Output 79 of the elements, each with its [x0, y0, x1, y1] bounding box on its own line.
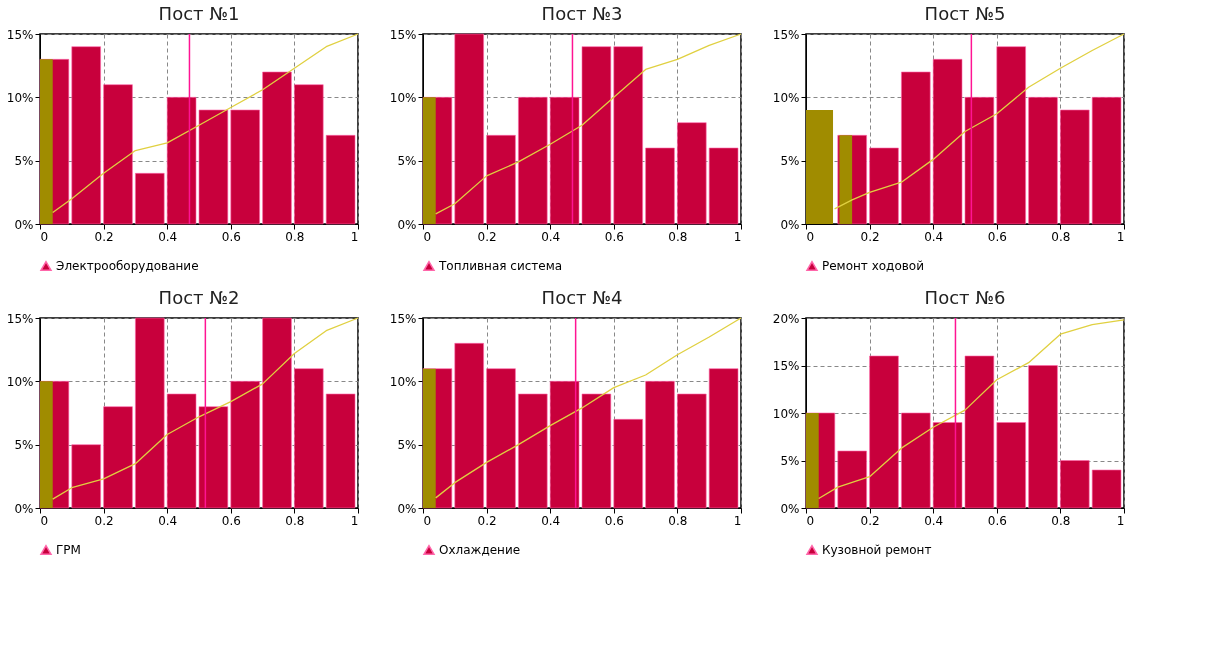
y-tick-label: 10%: [389, 90, 417, 105]
x-tick-label: 0.6: [987, 229, 1007, 244]
y-tick-label: 10%: [6, 374, 34, 389]
x-tick-label: 0.6: [987, 513, 1007, 528]
x-tick-label: 0.8: [285, 229, 305, 244]
chart-title: Пост №4: [541, 287, 623, 308]
x-tick-label: 0: [423, 513, 432, 528]
x-tick-label: 1: [1116, 229, 1125, 244]
x-tick-label: 1: [733, 229, 742, 244]
x-tick-label: 1: [1116, 513, 1125, 528]
x-tick-label: 0.8: [668, 229, 688, 244]
y-tick-label: 0%: [780, 217, 800, 232]
x-tick-label: 0.4: [924, 513, 944, 528]
x-tick-label: 0.8: [668, 513, 688, 528]
x-tick-label: 0: [806, 513, 815, 528]
x-tick-label: 0.4: [541, 229, 561, 244]
x-tick-label: 0.4: [158, 229, 178, 244]
y-tick-label: 10%: [772, 406, 800, 421]
x-tick-label: 0.6: [221, 229, 241, 244]
y-tick-label: 15%: [772, 27, 800, 42]
line-series: [833, 33, 1125, 210]
chart-title: Пост №6: [924, 287, 1006, 308]
x-tick-label: 0.8: [285, 513, 305, 528]
y-tick-label: 15%: [389, 27, 417, 42]
x-tick-label: 0.2: [860, 513, 880, 528]
y-tick-label: 5%: [780, 454, 800, 468]
legend-label: Электрооборудование: [56, 259, 199, 273]
legend-label: Топливная система: [438, 259, 563, 273]
legend-label: Охлаждение: [439, 543, 521, 557]
y-tick-label: 5%: [780, 154, 800, 169]
y-tick-label: 15%: [6, 27, 34, 42]
chart-title: Пост №1: [158, 3, 240, 24]
y-tick-label: 10%: [6, 90, 34, 105]
x-tick-label: 0: [806, 229, 815, 244]
chart-title: Пост №5: [924, 3, 1006, 24]
y-tick-label: 0%: [14, 501, 34, 516]
x-tick-label: 0.2: [94, 513, 114, 528]
y-tick-label: 5%: [14, 154, 34, 169]
x-tick-label: 0: [423, 229, 432, 244]
y-tick-label: 0%: [780, 501, 800, 516]
y-tick-label: 0%: [14, 217, 34, 232]
x-tick-label: 0.6: [604, 229, 624, 244]
x-tick-label: 0.6: [221, 513, 241, 528]
y-tick-label: 5%: [14, 438, 34, 453]
x-tick-label: 0.4: [924, 229, 944, 244]
line-series: [435, 33, 742, 215]
line-series: [52, 317, 359, 500]
y-tick-label: 15%: [6, 311, 34, 326]
x-tick-label: 0: [40, 513, 49, 528]
chart-title: Пост №2: [158, 287, 240, 308]
x-tick-label: 1: [350, 513, 359, 528]
y-tick-label: 20%: [772, 311, 800, 326]
line-series: [435, 317, 742, 499]
legend-label: Ремонт ходовой: [822, 259, 924, 273]
y-tick-label: 15%: [772, 359, 800, 373]
x-tick-label: 0: [40, 229, 49, 244]
y-tick-label: 10%: [772, 90, 800, 105]
x-tick-label: 0.2: [477, 513, 497, 528]
legend-label: ГРМ: [56, 543, 81, 557]
x-tick-label: 0.8: [1051, 513, 1071, 528]
x-tick-label: 0.8: [1051, 229, 1071, 244]
y-tick-label: 15%: [389, 311, 417, 326]
y-tick-label: 0%: [397, 217, 417, 232]
line-series: [818, 319, 1125, 500]
x-tick-label: 1: [350, 229, 359, 244]
y-tick-label: 0%: [397, 501, 417, 516]
line-series: [52, 33, 359, 214]
x-tick-label: 0.6: [604, 513, 624, 528]
x-tick-label: 0.2: [860, 229, 880, 244]
x-tick-label: 0.2: [94, 229, 114, 244]
x-tick-label: 0.2: [477, 229, 497, 244]
x-tick-label: 0.4: [158, 513, 178, 528]
y-tick-label: 5%: [397, 154, 417, 169]
x-tick-label: 0.4: [541, 513, 561, 528]
y-tick-label: 5%: [397, 438, 417, 453]
chart-title: Пост №3: [541, 3, 623, 24]
x-tick-label: 1: [733, 513, 742, 528]
y-tick-label: 10%: [389, 374, 417, 389]
legend-label: Кузовной ремонт: [822, 543, 932, 557]
